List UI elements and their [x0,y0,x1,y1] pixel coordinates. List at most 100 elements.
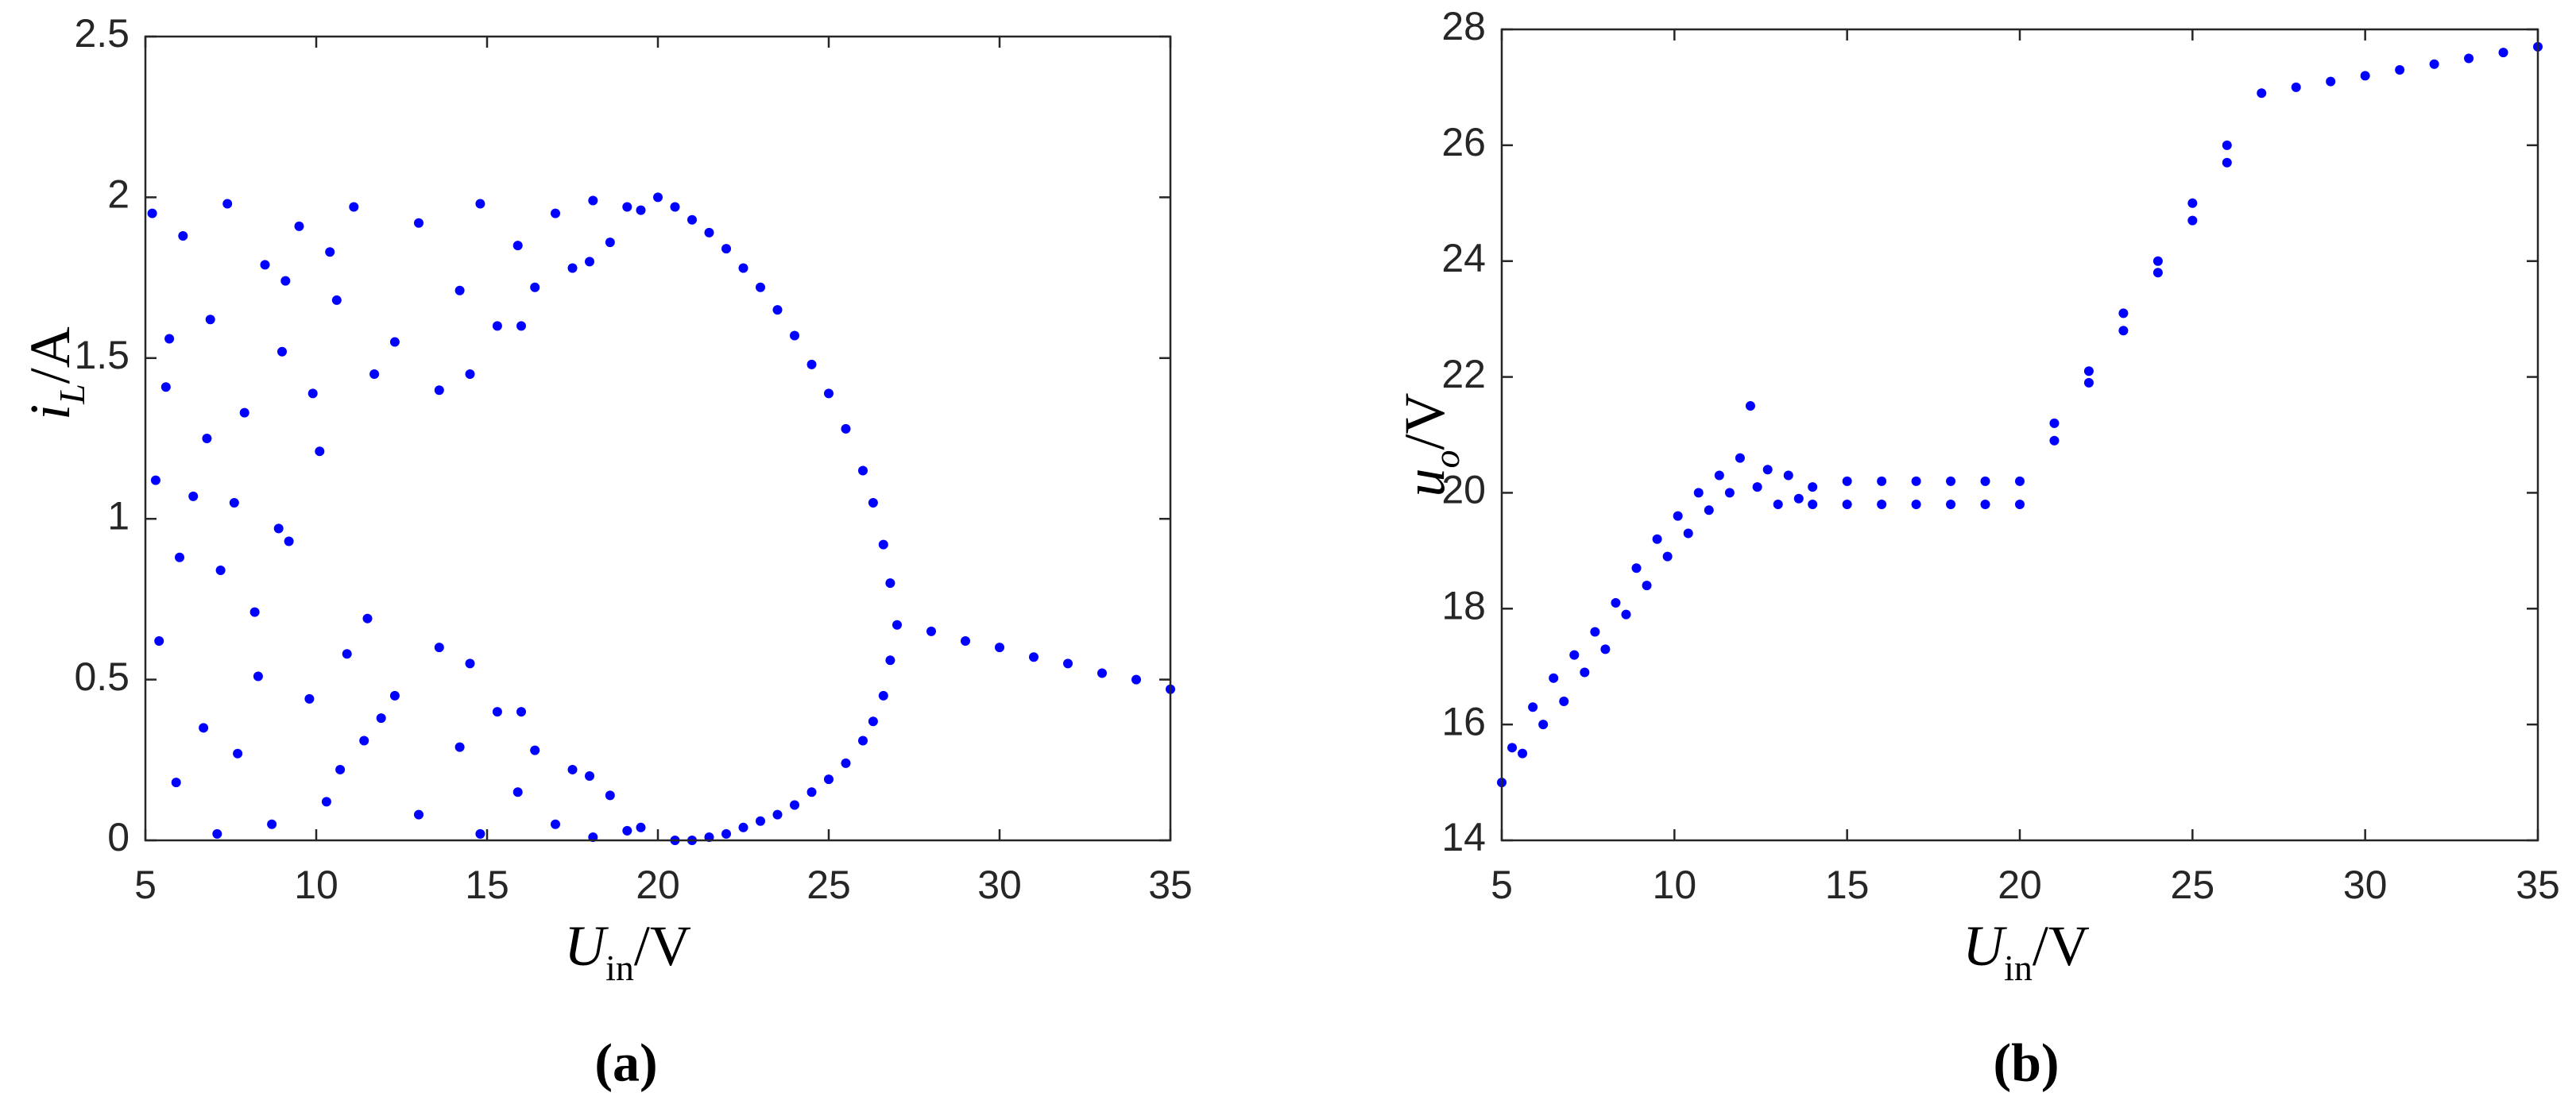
point [2291,82,2301,92]
point [1611,597,1621,608]
point [868,497,878,508]
point [1842,500,1852,510]
point [280,276,291,286]
point [824,388,834,399]
point [585,257,594,267]
point [1631,563,1642,573]
point [2395,65,2405,75]
point [885,578,895,589]
x-tick-label: 10 [294,863,338,907]
point [2222,157,2232,168]
point [389,690,400,701]
point [475,828,485,839]
point [790,800,799,810]
point [171,778,181,788]
point [2360,71,2370,81]
y-tick-label: 24 [1441,236,1486,280]
point [1762,465,1773,475]
axis-label-part: o [1426,450,1467,469]
point [878,539,888,550]
axes-box [144,35,1172,842]
point [622,825,632,836]
point [212,828,222,839]
point [331,295,342,305]
point [1704,505,1714,515]
point [434,385,444,396]
point [260,260,270,270]
point [704,227,714,237]
y-tick-label: 26 [1441,120,1486,164]
x-tick-label: 5 [1491,863,1513,907]
point [567,764,578,774]
y-tick-label: 2 [107,172,130,217]
point [868,716,878,727]
point [249,607,260,617]
point [1946,500,1956,510]
point [1683,528,1693,539]
axis-label: iL/A [18,326,93,420]
point [369,369,380,380]
point [1877,476,1887,486]
point [512,787,523,797]
point [1714,470,1724,481]
point [2498,48,2508,58]
y-tick-label: 28 [1441,4,1486,48]
point [1580,667,1590,678]
point [188,491,199,501]
point [1946,476,1956,486]
point [1980,476,1990,486]
point [588,195,598,206]
caption: (a) [594,1033,657,1093]
point [772,809,783,820]
point [359,736,369,746]
point [585,771,594,782]
point [2049,418,2060,428]
point [1662,551,1673,562]
point [738,822,748,832]
x-tick-label: 35 [1148,863,1193,907]
point [605,790,615,801]
point [475,199,485,209]
x-tick-label: 10 [1653,863,1697,907]
point [335,764,346,774]
point [1752,482,1762,492]
point [1029,652,1039,662]
x-tick-label: 20 [636,863,680,907]
y-tick-label: 1 [107,493,130,538]
point [622,202,632,212]
point [1621,609,1631,620]
point [1642,581,1652,591]
axis-label: uo/V [1393,392,1468,496]
axis-label-part: U [564,914,609,978]
point [756,816,765,826]
point [2083,366,2094,376]
point [2464,53,2474,64]
point [687,214,697,225]
point [824,774,834,785]
point [2049,435,2060,446]
point [756,282,765,292]
point [434,643,444,653]
point [653,192,663,203]
axis-label-part: /V [2033,914,2090,978]
y-tick-label: 14 [1441,815,1486,859]
point [154,636,164,647]
point [2015,500,2025,510]
point [389,337,400,347]
point [202,434,212,443]
point [636,822,646,832]
point [414,809,424,820]
point [147,208,157,218]
point [1528,702,1538,712]
point [1652,534,1662,544]
point [307,388,318,399]
point [215,565,226,575]
x-tick-label: 20 [1998,863,2042,907]
point [376,713,386,724]
point [1842,476,1852,486]
axis-label: Uin/V [1963,914,2090,989]
point [414,218,424,228]
point [465,658,475,669]
point [465,369,475,380]
